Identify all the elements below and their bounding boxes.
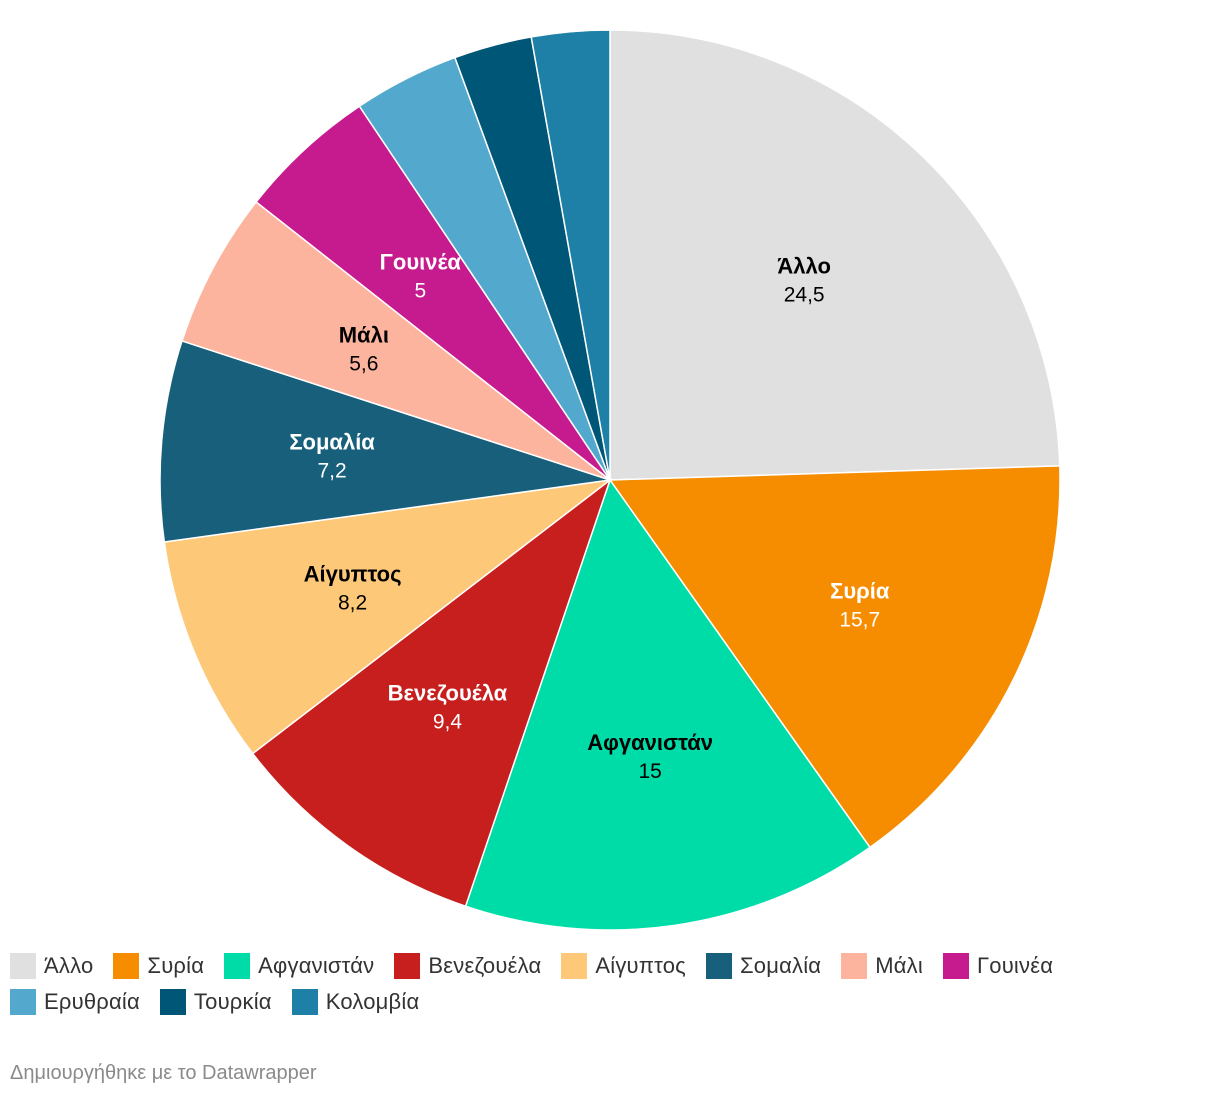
legend-label: Σομαλία <box>739 953 822 978</box>
slice-label-value-4: 8,2 <box>338 592 367 615</box>
legend-item-2: Αφγανιστάν <box>224 952 374 980</box>
legend-swatch <box>942 953 969 979</box>
legend-item-10: Κολομβία <box>291 988 420 1016</box>
legend-label: Μάλι <box>875 953 923 978</box>
credit-line: Δημιουργήθηκε με το Datawrapper <box>10 1062 317 1084</box>
slice-label-value-2: 15 <box>638 760 661 783</box>
slice-label-value-0: 24,5 <box>784 284 825 307</box>
legend-swatch <box>159 989 186 1015</box>
legend: Άλλο Συρία Αφγανιστάν Βενεζουέλα Αίγυπτος Σομ… <box>10 952 1210 1016</box>
legend-item-9: Τουρκία <box>159 988 272 1016</box>
slice-label-name-0: Άλλο <box>777 254 831 279</box>
legend-swatch <box>10 989 36 1015</box>
slice-label-value-1: 15,7 <box>839 608 880 631</box>
slice-label-name-3: Βενεζουέλα <box>388 681 508 706</box>
legend-swatch <box>10 953 36 979</box>
pie-chart: Άλλο 24,5 Συρία 15,7 Αφγανιστάν 15 Βενεζουέλα 9… <box>159 29 1061 931</box>
slice-label-value-3: 9,4 <box>433 711 463 734</box>
slice-label-value-6: 5,6 <box>349 353 378 376</box>
slice-label-name-7: Γουινέα <box>380 249 462 274</box>
slice-label-name-4: Αίγυπτος <box>304 562 402 587</box>
pie-slice-6 <box>181 200 611 481</box>
legend-item-1: Συρία <box>113 952 204 980</box>
pie-slice-10 <box>530 29 611 481</box>
slice-label-value-7: 5 <box>414 279 426 302</box>
legend-item-0: Άλλο <box>10 952 93 980</box>
legend-label: Άλλο <box>44 953 94 978</box>
legend-label: Συρία <box>147 953 205 978</box>
legend-item-5: Σομαλία <box>705 952 822 980</box>
legend-item-4: Αίγυπτος <box>561 952 686 980</box>
legend-label: Γουινέα <box>976 953 1054 978</box>
slice-label-name-2: Αφγανιστάν <box>587 730 713 755</box>
legend-label: Τουρκία <box>193 989 272 1014</box>
legend-swatch <box>224 953 251 979</box>
pie-slice-2 <box>464 478 871 931</box>
pie-slice-0 <box>609 29 1061 481</box>
pie-slice-3 <box>251 477 612 908</box>
legend-swatch <box>394 953 421 979</box>
pie-slice-5 <box>159 339 611 543</box>
slice-label-name-5: Σομαλία <box>289 429 375 454</box>
legend-swatch <box>705 953 732 979</box>
legend-item-7: Γουινέα <box>942 952 1054 980</box>
legend-swatch <box>841 953 868 979</box>
legend-label: Βενεζουέλα <box>428 953 542 978</box>
legend-item-3: Βενεζουέλα <box>394 952 541 980</box>
legend-label: Κολομβία <box>325 989 420 1014</box>
legend-item-8: Ερυθραία <box>10 988 140 1016</box>
legend-swatch <box>291 989 318 1015</box>
slice-label-value-5: 7,2 <box>317 459 346 482</box>
legend-label: Αίγυπτος <box>595 953 686 978</box>
slice-label-name-1: Συρία <box>830 578 890 603</box>
legend-item-6: Μάλι <box>841 952 923 980</box>
legend-label: Ερυθραία <box>44 989 140 1014</box>
legend-swatch <box>561 953 588 979</box>
legend-label: Αφγανιστάν <box>258 953 375 978</box>
legend-swatch <box>113 953 140 979</box>
slice-label-name-6: Μάλι <box>339 323 389 348</box>
pie-slice-4 <box>163 478 613 755</box>
pie-slice-1 <box>608 465 1061 849</box>
